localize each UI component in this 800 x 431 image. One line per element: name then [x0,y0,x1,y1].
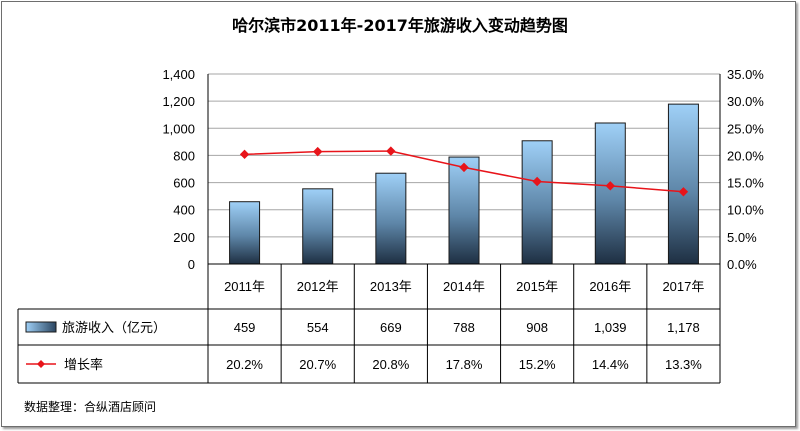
legend-swatch-marker [37,360,45,368]
data-table: 2011年 2012年 2013年 2014年 2015年 2016年 2017年旅游收入（… [17,263,721,384]
y-axis-left: 0 200 400 600 800 1,000 1,200 1,400 [162,67,195,272]
y-right-tick-label: 30.0% [727,94,764,109]
table-cell-income: 669 [380,320,402,335]
chart-title: 哈尔滨市2011年-2017年旅游收入变动趋势图 [232,16,568,35]
bar [521,140,553,265]
growth-point [386,146,396,156]
growth-point [313,146,323,157]
y-axis-right: 0.0% 5.0% 10.0% 15.0% 20.0% 25.0% 30.0% 35.0% [727,67,764,272]
x-category-label: 2015年 [516,279,558,294]
bar [667,103,699,265]
y-left-tick-label: 600 [173,176,195,191]
table-cell-growth: 17.8% [446,357,483,372]
table-cell-growth: 14.4% [592,357,629,372]
table-cell-income: 908 [526,320,548,335]
y-right-tick-label: 0.0% [727,257,757,272]
legend-swatch-bar [25,321,57,333]
legend-label-growth: 增长率 [64,357,103,373]
table-cell-growth: 20.2% [226,357,263,372]
y-left-tick-label: 0 [188,257,195,272]
table-cell-income: 554 [307,320,329,335]
table-cell-income: 788 [453,320,475,335]
x-category-label: 2016年 [589,279,631,294]
growth-line-series [239,146,689,197]
y-left-tick-label: 200 [173,230,195,245]
x-category-label: 2013年 [370,279,412,294]
bar [375,172,407,265]
source-note: 数据整理：合纵酒店顾问 [24,399,156,414]
y-right-tick-label: 10.0% [727,203,764,218]
growth-point [532,176,542,187]
y-left-tick-label: 400 [173,203,195,218]
growth-point [605,181,615,191]
y-right-tick-label: 15.0% [727,176,764,191]
growth-point [678,187,689,197]
table-cell-income: 1,039 [594,320,627,335]
y-left-tick-label: 1,000 [162,121,195,136]
table-cell-growth: 20.8% [372,357,409,372]
table-cell-growth: 20.7% [299,357,336,372]
y-left-tick-label: 800 [173,148,195,163]
table-cell-growth: 15.2% [519,357,556,372]
table-cell-growth: 13.3% [665,357,702,372]
y-right-tick-label: 5.0% [727,230,757,245]
x-category-label: 2017年 [662,279,704,294]
growth-point [459,162,469,173]
bar [448,156,480,265]
bar [594,122,626,265]
legend-label-income: 旅游收入（亿元） [62,321,166,336]
growth-point [239,149,250,160]
table-cell-income: 459 [234,320,256,335]
y-right-tick-label: 20.0% [727,148,764,163]
x-category-label: 2012年 [297,279,339,294]
y-left-tick-label: 1,400 [162,67,195,82]
bar [302,188,334,265]
bar [229,201,261,265]
y-right-tick-label: 35.0% [727,67,764,82]
x-category-label: 2014年 [443,279,485,294]
table-cell-income: 1,178 [667,320,700,335]
y-right-tick-label: 25.0% [727,121,764,136]
x-category-label: 2011年 [224,279,265,294]
y-left-tick-label: 1,200 [162,94,195,109]
